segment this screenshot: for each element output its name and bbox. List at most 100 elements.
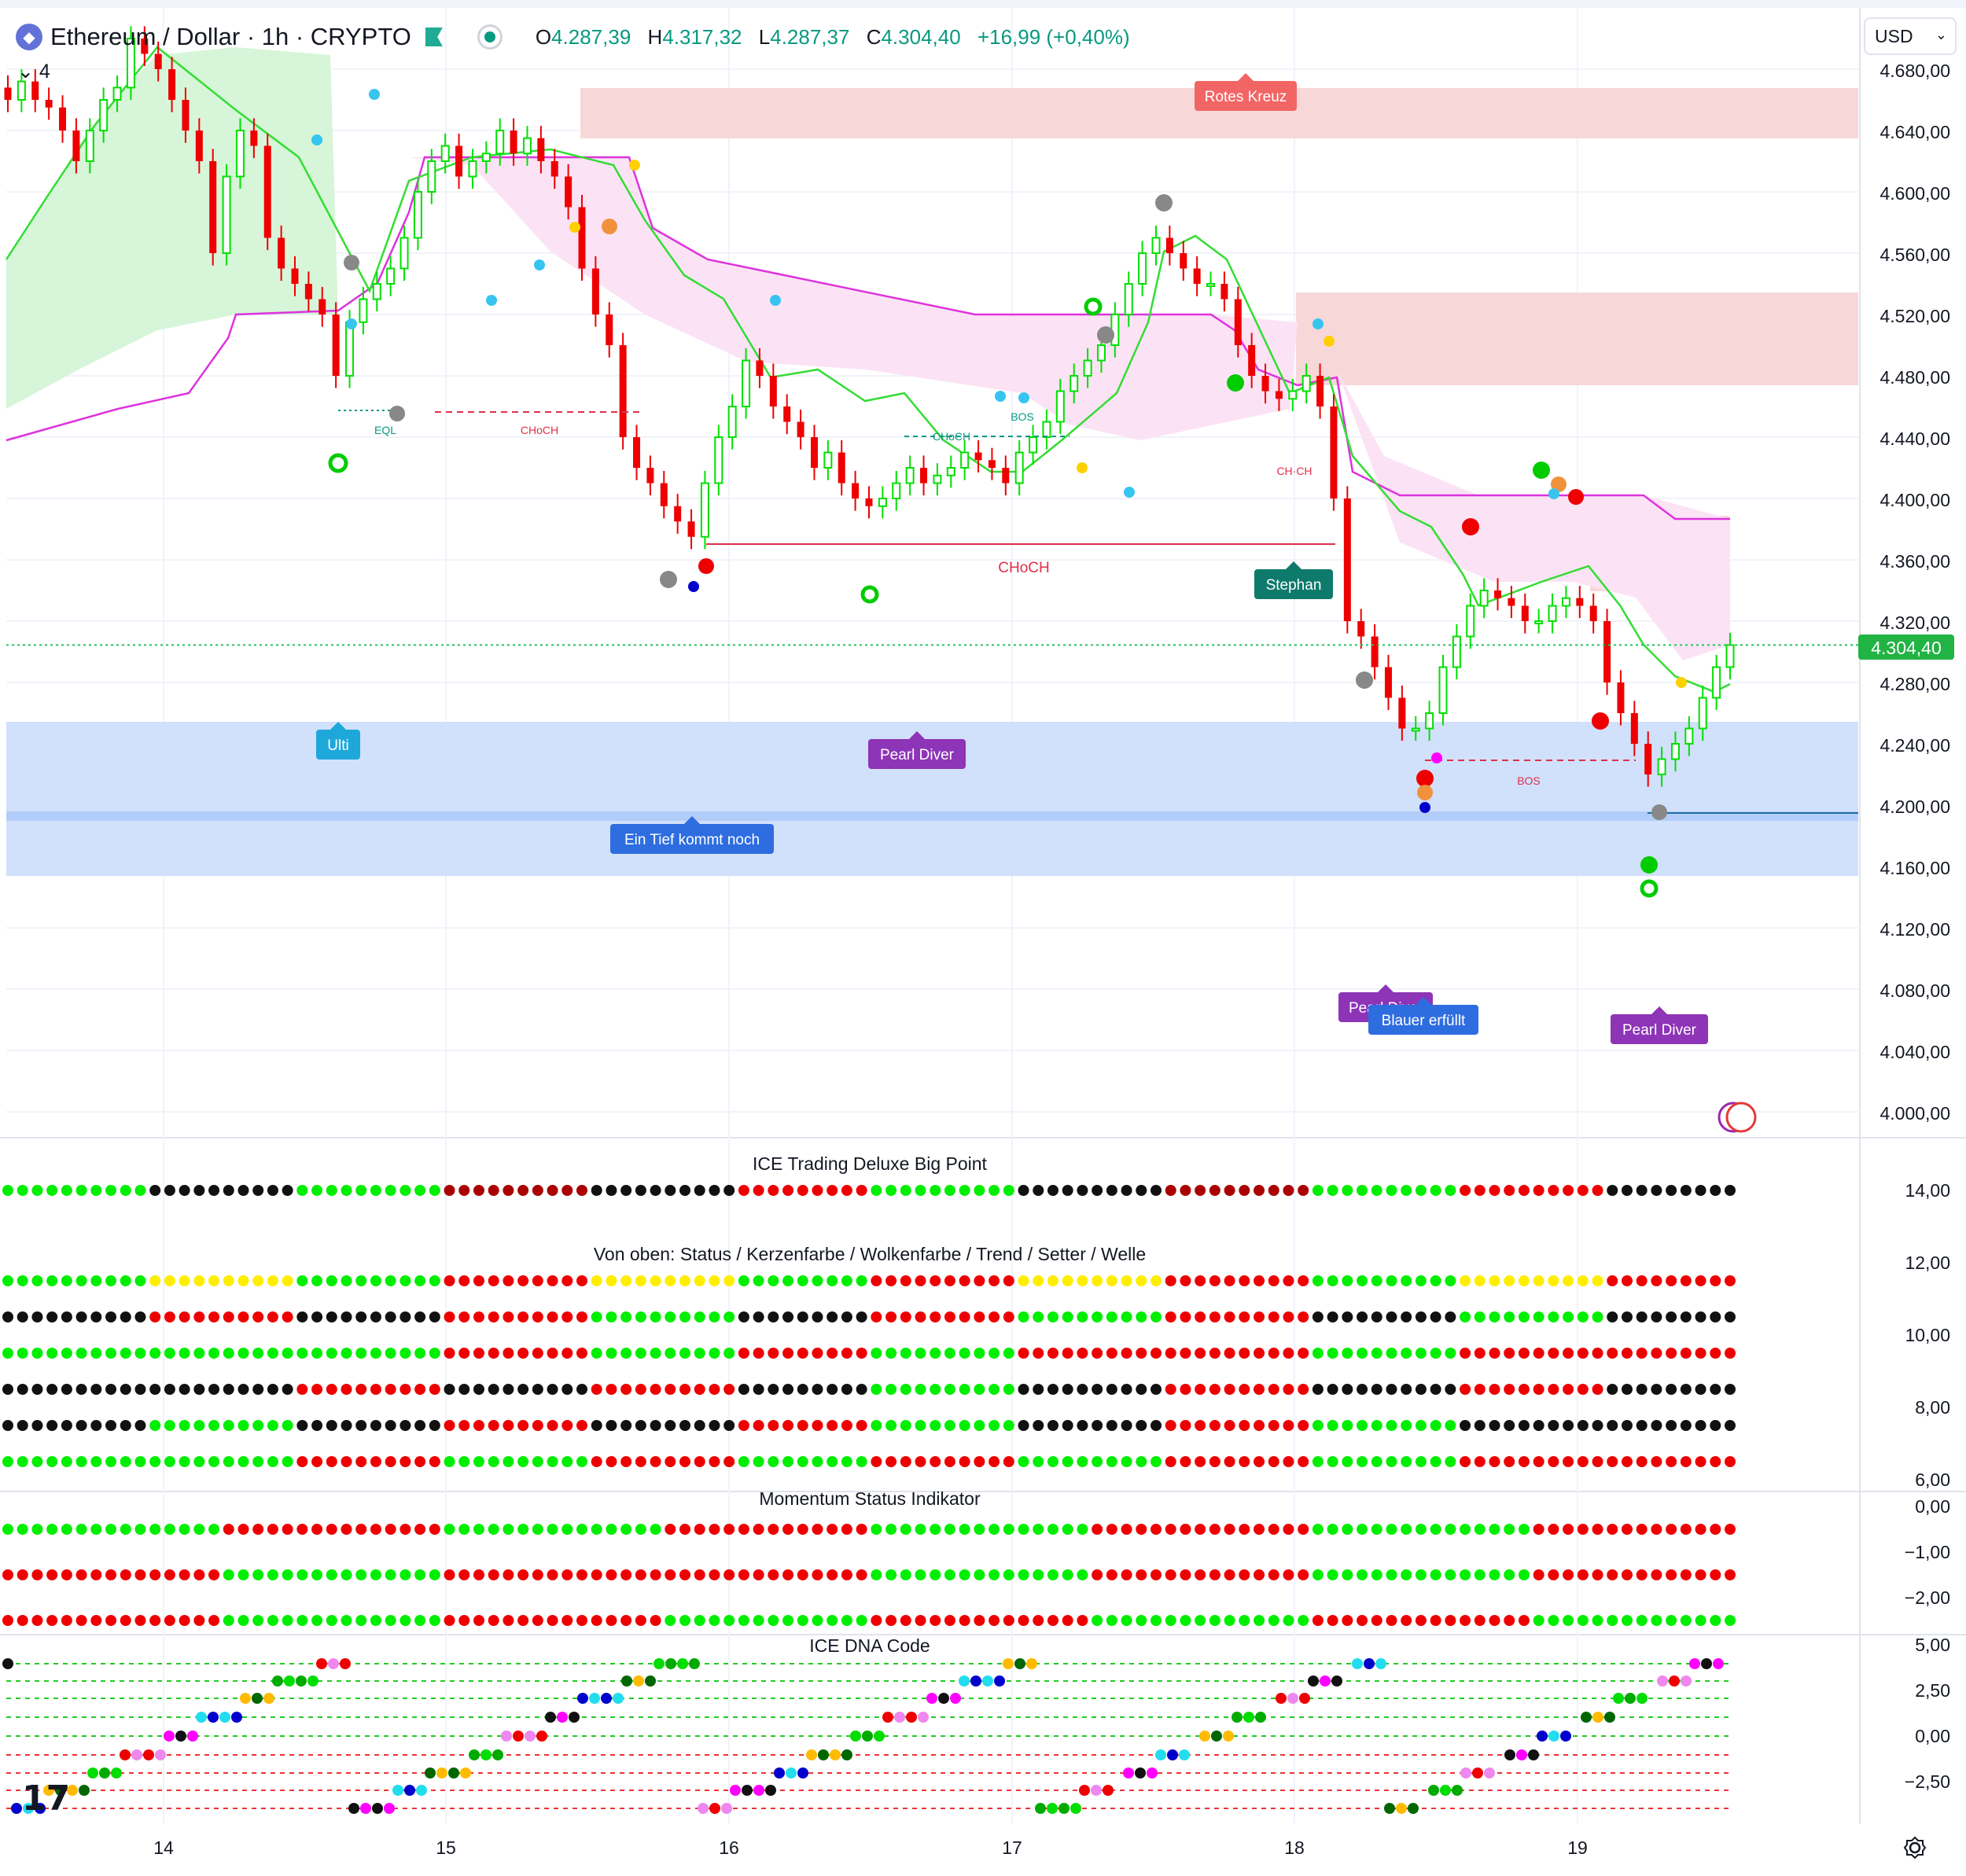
status-dot [1695, 1348, 1706, 1359]
dna-dot [601, 1693, 612, 1704]
momentum-dot [1621, 1524, 1633, 1535]
momentum-dot [1062, 1524, 1073, 1535]
status-dot [1489, 1348, 1500, 1359]
choch-label: CHoCH [998, 560, 1049, 576]
status-dot [1430, 1348, 1441, 1359]
momentum-dot [1092, 1615, 1103, 1626]
market-status-icon[interactable] [477, 24, 503, 50]
momentum-dot [591, 1615, 602, 1626]
status-dot [1504, 1348, 1515, 1359]
momentum-dot [561, 1615, 573, 1626]
flag-icon[interactable] [425, 28, 443, 46]
status-dot [1592, 1348, 1603, 1359]
bigpoint-dot [620, 1185, 632, 1196]
dna-dot [263, 1693, 274, 1704]
top-border [0, 0, 1966, 8]
momentum-dot [1092, 1569, 1103, 1580]
gear-icon[interactable] [1903, 1836, 1927, 1859]
status-dot [370, 1420, 381, 1431]
status-dot [974, 1275, 985, 1286]
status-dot [650, 1384, 661, 1395]
status-dot [930, 1348, 941, 1359]
momentum-dot [517, 1615, 529, 1626]
time-axis-label: 16 [719, 1837, 739, 1858]
bigpoint-dot [105, 1185, 117, 1196]
momentum-dot [1607, 1524, 1618, 1535]
bigpoint-dot [1460, 1185, 1471, 1196]
status-dot [1136, 1384, 1147, 1395]
momentum-dot [1695, 1615, 1706, 1626]
bigpoint-dot [1165, 1185, 1176, 1196]
status-dot [1621, 1275, 1633, 1286]
dna-dot [284, 1676, 295, 1687]
status-dot [164, 1384, 175, 1395]
momentum-dot [282, 1524, 293, 1535]
status-dot [1209, 1311, 1220, 1322]
momentum-dot [61, 1615, 72, 1626]
currency-selector[interactable]: USD ⌄ [1864, 17, 1957, 55]
symbol-title[interactable]: Ethereum / Dollar · 1h · CRYPTO [50, 23, 411, 50]
indicator-legend-toggle[interactable]: ⌄ 4 [17, 60, 50, 83]
dna-dot [1428, 1785, 1439, 1796]
status-dot [2, 1275, 13, 1286]
status-dot [1710, 1275, 1721, 1286]
status-dot [1121, 1311, 1132, 1322]
momentum-dot [1003, 1615, 1014, 1626]
momentum-dot [1577, 1569, 1589, 1580]
status-dot [429, 1348, 440, 1359]
status-dot [237, 1420, 249, 1431]
dna-dot [874, 1731, 885, 1742]
momentum-dot [1621, 1569, 1633, 1580]
momentum-dot [1371, 1615, 1382, 1626]
status-dot [1357, 1420, 1368, 1431]
momentum-dot [679, 1569, 691, 1580]
dna-dot [1701, 1658, 1712, 1669]
status-dot [105, 1348, 117, 1359]
momentum-dot [1092, 1524, 1103, 1535]
dna-dot [1375, 1658, 1386, 1669]
status-dot [709, 1311, 720, 1322]
bigpoint-dot [591, 1185, 602, 1196]
status-dot [591, 1348, 602, 1359]
dna-dot [492, 1749, 503, 1760]
momentum-dot [738, 1524, 749, 1535]
candle [838, 452, 845, 484]
signal-marker [1124, 487, 1135, 498]
dna-dot [1070, 1803, 1081, 1814]
momentum-dot [1548, 1615, 1559, 1626]
status-dot [17, 1384, 28, 1395]
dna-dot [918, 1712, 929, 1723]
bigpoint-dot [1077, 1185, 1088, 1196]
status-dot [1224, 1456, 1235, 1467]
pane-axis-label: 10,00 [1905, 1325, 1950, 1345]
status-dot [1077, 1275, 1088, 1286]
status-dot [1062, 1348, 1073, 1359]
bigpoint-dot [326, 1185, 337, 1196]
dna-dot [653, 1658, 665, 1669]
status-dot [1371, 1456, 1382, 1467]
momentum-dot [46, 1615, 58, 1626]
status-dot [61, 1420, 72, 1431]
status-dot [1342, 1348, 1353, 1359]
momentum-dot [753, 1569, 764, 1580]
status-dot [1415, 1348, 1427, 1359]
status-dot [179, 1384, 190, 1395]
bigpoint-dot [1577, 1185, 1589, 1196]
status-dot [591, 1384, 602, 1395]
status-dot [1092, 1348, 1103, 1359]
status-dot [1460, 1275, 1471, 1286]
bigpoint-dot [17, 1185, 28, 1196]
status-dot [105, 1384, 117, 1395]
status-dot [1430, 1384, 1441, 1395]
tradingview-logo[interactable]: 17 [22, 1779, 71, 1819]
status-dot [1298, 1384, 1309, 1395]
momentum-dot [1342, 1615, 1353, 1626]
dna-dot [753, 1785, 764, 1796]
momentum-dot [959, 1615, 970, 1626]
momentum-dot [1710, 1569, 1721, 1580]
status-dot [974, 1384, 985, 1395]
bigpoint-dot [1430, 1185, 1441, 1196]
bigpoint-dot [1254, 1185, 1265, 1196]
status-dot [827, 1311, 838, 1322]
